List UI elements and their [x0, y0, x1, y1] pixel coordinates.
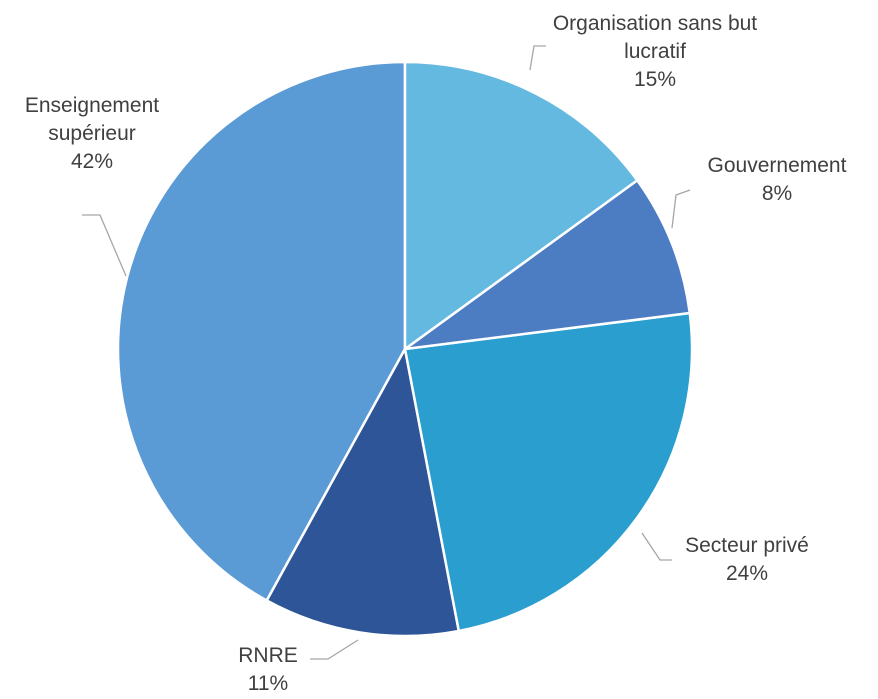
pie-slice [403, 60, 639, 352]
slice-label: Secteur privé 24% [647, 532, 847, 588]
value-label: 42% [70, 150, 114, 173]
pie-slice [403, 311, 694, 633]
slice-label: Organisation sans but lucratif 15% [550, 10, 760, 94]
category-label: Gouvernement [707, 154, 847, 177]
category-label: Enseignement supérieur [24, 94, 160, 145]
value-label: 24% [725, 562, 769, 585]
category-label: Organisation sans but lucratif [552, 12, 758, 63]
leader-line [671, 189, 691, 229]
category-label: Secteur privé [685, 534, 809, 557]
leader-line [310, 639, 359, 660]
slice-label: Enseignement supérieur 42% [2, 92, 182, 176]
slice-label: RNRE 11% [218, 642, 318, 698]
leader-line [641, 532, 672, 561]
leader-line [82, 214, 127, 277]
pie-slice [116, 60, 407, 603]
leader-line [529, 45, 546, 71]
value-label: 11% [247, 672, 289, 695]
pie-slice [265, 345, 461, 638]
pie-slice [404, 178, 692, 351]
slice-label: Gouvernement 8% [677, 152, 877, 208]
category-label: RNRE [238, 644, 298, 667]
value-label: 15% [633, 68, 677, 91]
value-label: 8% [761, 182, 793, 205]
